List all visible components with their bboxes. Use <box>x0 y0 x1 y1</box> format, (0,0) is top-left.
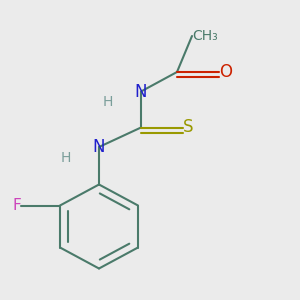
Text: N: N <box>135 82 147 100</box>
Text: H: H <box>60 151 70 164</box>
Text: H: H <box>102 95 112 109</box>
Text: F: F <box>12 198 21 213</box>
Text: S: S <box>183 118 194 136</box>
Text: N: N <box>93 138 105 156</box>
Text: CH₃: CH₃ <box>192 29 218 43</box>
Text: O: O <box>219 63 232 81</box>
